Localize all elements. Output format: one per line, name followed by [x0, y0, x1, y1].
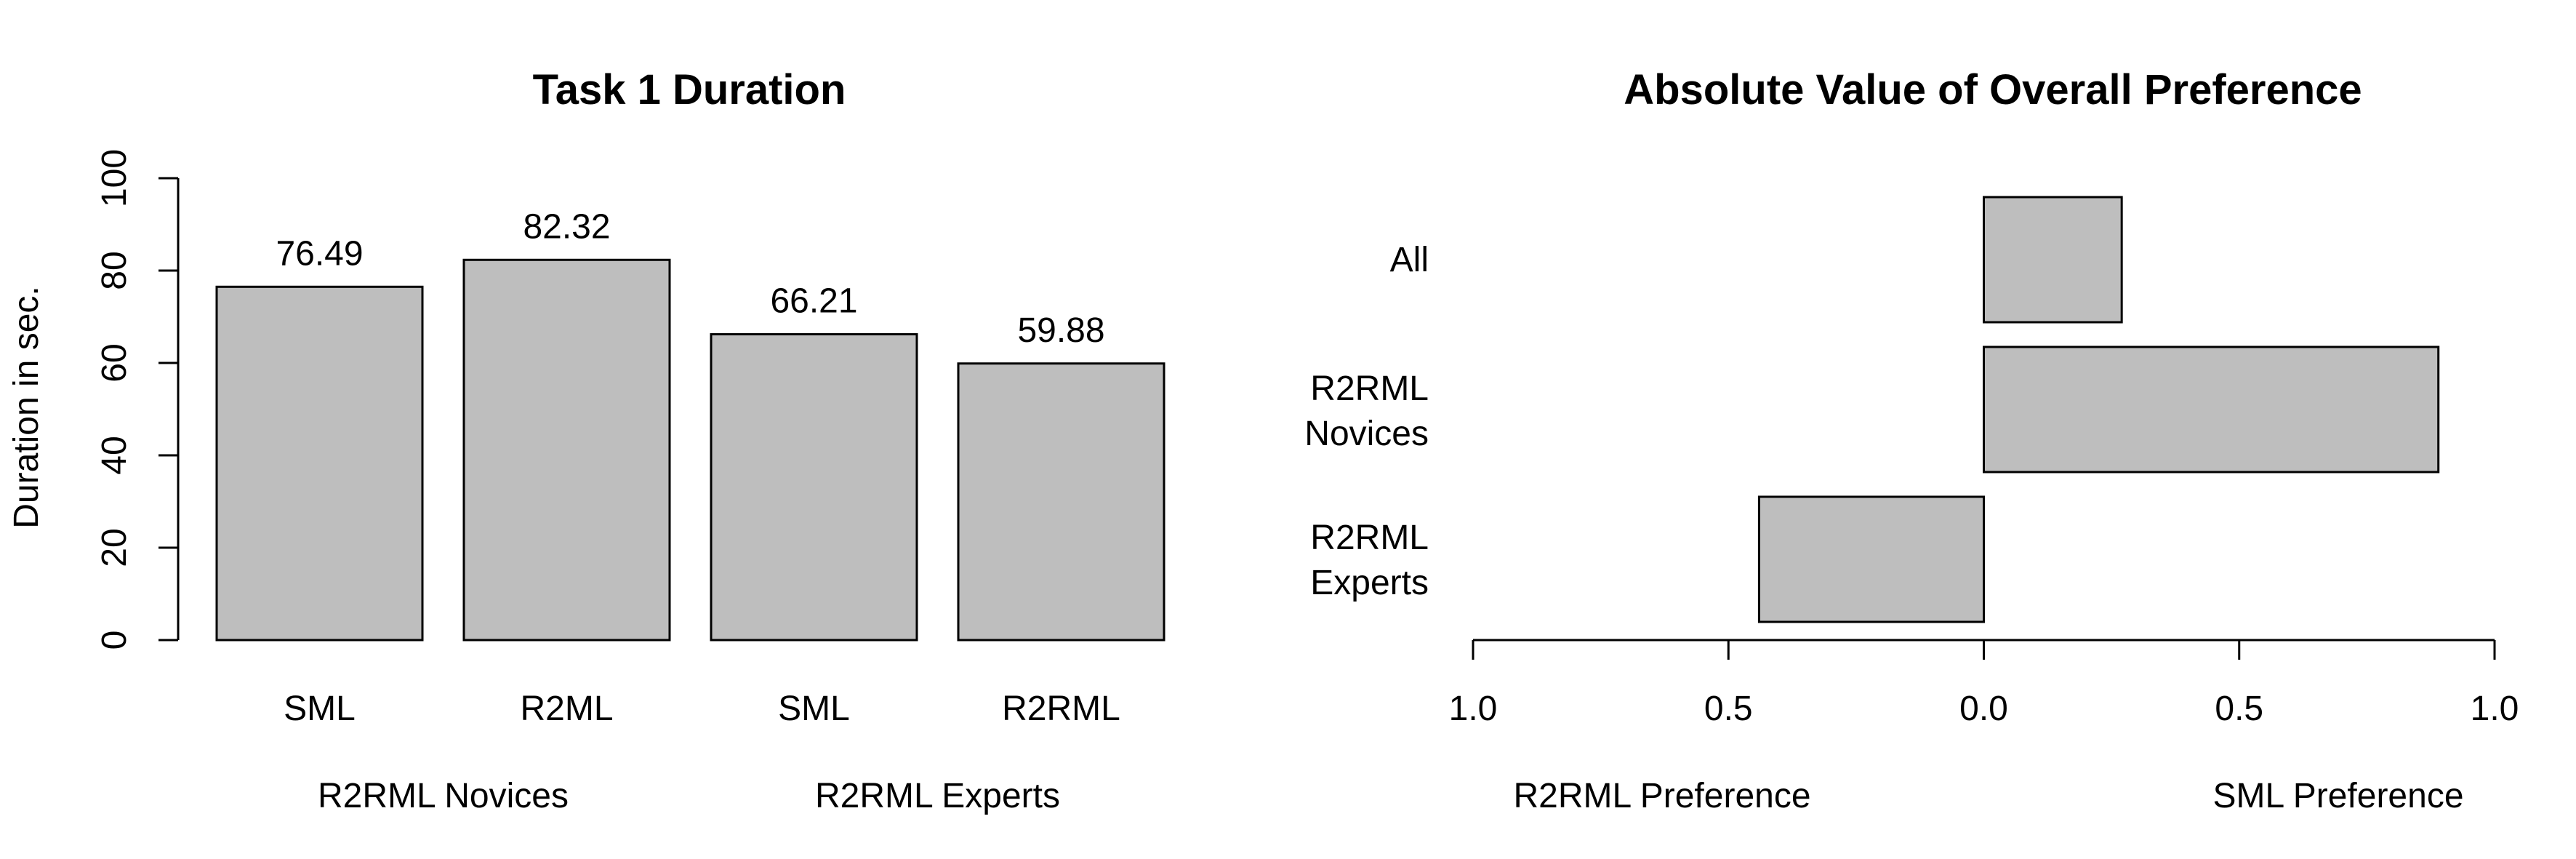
bar-value-label: 82.32: [523, 207, 610, 246]
bar-category-label: R2ML: [520, 690, 613, 728]
preference-category-label: R2RML: [1310, 519, 1429, 557]
chart2-x-tick-label: 0.5: [2215, 690, 2263, 728]
chart2-title: Absolute Value of Overall Preference: [1624, 66, 2362, 113]
chart2-x-tick-label: 0.0: [1959, 690, 2008, 728]
bar-category-label: SML: [778, 690, 850, 728]
chart1-y-tick-label: 60: [95, 343, 134, 382]
preference-chart: Absolute Value of Overall Preference All…: [1304, 66, 2519, 815]
chart2-bars: [1757, 196, 2440, 623]
preference-category-label: Experts: [1310, 564, 1429, 602]
chart2-x-tick-label: 0.5: [1704, 690, 1753, 728]
bar-value-label: 66.21: [770, 282, 857, 321]
duration-chart: Task 1 Duration Duration in sec. 0 20 40 60…: [7, 66, 1165, 815]
preference-bar: [1757, 495, 1985, 623]
chart2-category-labels: All R2RML Novices R2RML Experts: [1304, 241, 1429, 602]
preference-bar: [1983, 196, 2123, 324]
chart1-y-tick-label: 20: [95, 528, 134, 567]
bar-category-label: SML: [284, 690, 356, 728]
bar: [215, 285, 424, 642]
preference-category-label: Novices: [1304, 415, 1429, 453]
bar: [710, 333, 918, 642]
bar-value-label: 59.88: [1017, 311, 1104, 350]
chart1-y-axis: 0 20 40 60 80 100: [95, 149, 180, 650]
chart1-y-axis-label: Duration in sec.: [7, 286, 46, 529]
chart1-y-tick-label: 0: [95, 631, 134, 650]
bar: [462, 258, 671, 642]
group-label: R2RML Experts: [815, 777, 1060, 815]
chart1-data-labels: 76.49 82.32 66.21 59.88: [276, 207, 1104, 349]
chart1-bars: [215, 258, 1165, 642]
group-label: R2RML Novices: [318, 777, 569, 815]
chart2-right-axis-label: SML Preference: [2212, 777, 2463, 815]
preference-category-label: R2RML: [1310, 369, 1429, 408]
bar-category-label: R2RML: [1002, 690, 1120, 728]
chart1-group-labels: R2RML Novices R2RML Experts: [318, 777, 1060, 815]
bar-value-label: 76.49: [276, 234, 363, 273]
preference-bar: [1983, 345, 2440, 474]
bar: [957, 362, 1165, 642]
chart2-left-axis-label: R2RML Preference: [1513, 777, 1810, 815]
chart2-x-axis: 1.0 0.5 0.0 0.5 1.0: [1449, 639, 2519, 728]
chart2-x-tick-label: 1.0: [1449, 690, 1498, 728]
preference-category-label: All: [1390, 241, 1429, 279]
chart2-x-tick-label: 1.0: [2471, 690, 2519, 728]
chart1-y-tick-label: 100: [95, 149, 134, 207]
chart1-y-tick-label: 80: [95, 251, 134, 289]
chart1-category-labels: SML R2ML SML R2RML: [284, 690, 1120, 728]
chart1-title: Task 1 Duration: [533, 66, 846, 113]
chart1-y-tick-label: 40: [95, 436, 134, 474]
